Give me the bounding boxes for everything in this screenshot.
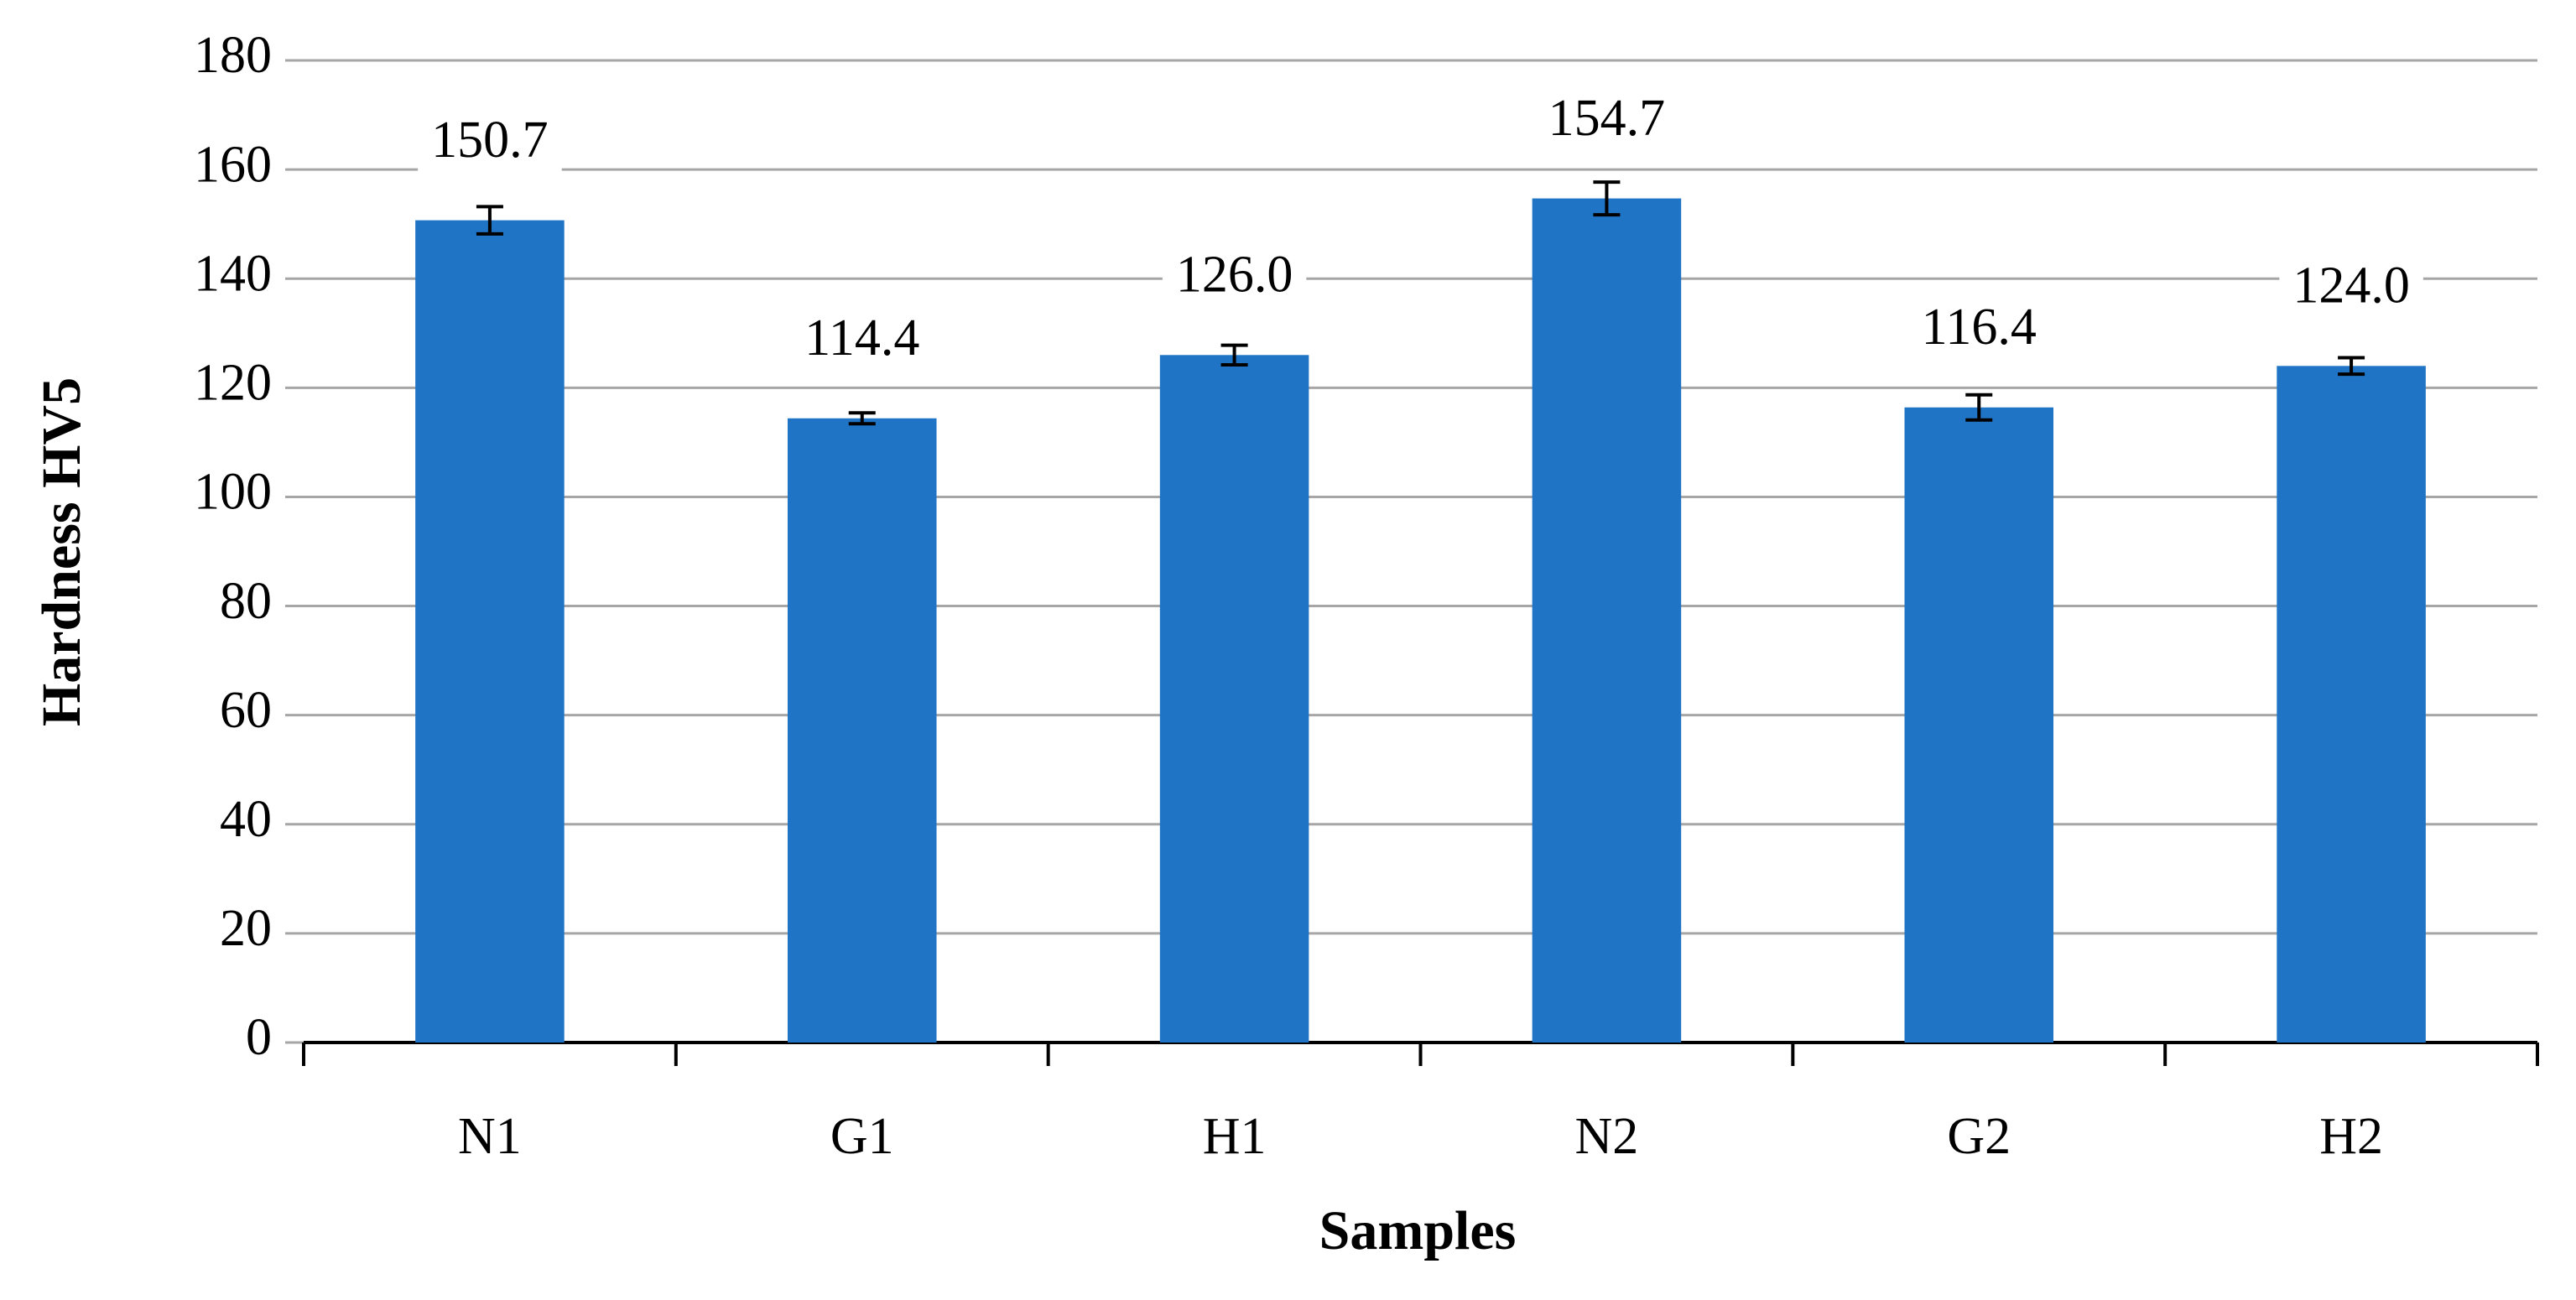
x-tick-label: H2 [2319, 1108, 2383, 1165]
data-label-background [1907, 291, 2050, 362]
y-tick-label: 180 [194, 27, 272, 84]
y-tick-label: 80 [220, 573, 272, 630]
x-axis-title: Samples [1319, 1200, 1517, 1261]
data-label-background [2279, 250, 2423, 321]
data-label-background [1534, 82, 1679, 153]
y-tick-label: 160 [194, 136, 272, 193]
x-tick-label: N2 [1575, 1108, 1639, 1165]
data-label: 124.0 [2292, 257, 2410, 315]
error-bar [848, 411, 876, 426]
data-label: 154.7 [1548, 90, 1666, 147]
error-bar [1965, 393, 1993, 422]
bar [1159, 355, 1309, 1043]
y-tick-label: 140 [194, 245, 272, 302]
data-label-background [1162, 239, 1307, 310]
data-label-background [418, 104, 562, 175]
data-label: 116.4 [1922, 299, 2037, 356]
y-tick-label: 20 [220, 900, 272, 957]
data-label: 150.7 [431, 112, 549, 169]
bar [415, 220, 565, 1043]
y-tick-label: 60 [220, 682, 272, 739]
bar [1904, 407, 2054, 1043]
data-label-background [791, 302, 934, 373]
y-tick-label: 120 [194, 355, 272, 412]
x-tick-label: N1 [458, 1108, 522, 1165]
error-bar [1220, 343, 1248, 367]
error-bar [1593, 180, 1621, 217]
y-tick-label: 40 [220, 791, 272, 848]
bar [2277, 366, 2426, 1043]
x-tick-label: G2 [1947, 1108, 2011, 1165]
error-bar [476, 205, 503, 236]
data-label: 126.0 [1176, 247, 1293, 304]
y-axis-title: Hardness HV5 [31, 377, 92, 726]
x-tick-label: H1 [1203, 1108, 1267, 1165]
data-label: 114.4 [804, 309, 919, 367]
bar [1532, 198, 1682, 1043]
y-tick-label: 100 [194, 464, 272, 521]
y-tick-label: 0 [246, 1009, 272, 1066]
bar [787, 418, 937, 1043]
error-bar [2338, 356, 2365, 377]
x-tick-label: G1 [830, 1108, 894, 1165]
